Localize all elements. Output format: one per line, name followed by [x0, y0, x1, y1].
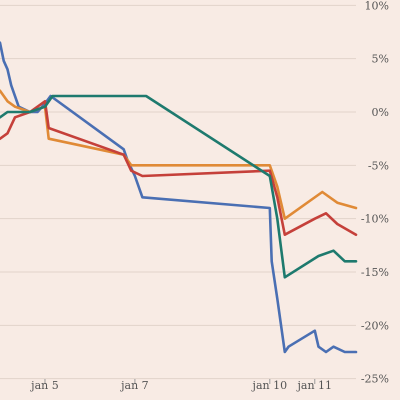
y-axis: 10% 5% 0% -5% -10% -15% -20% -25% [361, 0, 389, 386]
x-tick-label: jan 7 [119, 379, 149, 392]
x-axis: jan 5 jan 7 jan 10 jan 11 [29, 379, 332, 392]
y-tick-label: -5% [368, 159, 389, 172]
y-tick-label: -20% [361, 319, 389, 332]
series-line-4 [0, 94, 358, 279]
y-tick-label: -15% [361, 266, 389, 279]
series-lines [0, 41, 358, 354]
x-tick-label: jan 5 [29, 379, 59, 392]
grid [0, 4, 356, 380]
series-line-3 [0, 100, 358, 236]
x-tick-label: jan 10 [251, 379, 288, 392]
x-tick-label: jan 11 [296, 379, 333, 392]
series-line-1 [0, 41, 358, 354]
y-tick-label: 0% [372, 106, 389, 119]
y-tick-label: -10% [361, 213, 389, 226]
series-line-2 [0, 89, 358, 220]
y-tick-label: 10% [365, 0, 389, 12]
y-tick-label: 5% [372, 53, 389, 66]
y-tick-label: -25% [361, 373, 389, 386]
